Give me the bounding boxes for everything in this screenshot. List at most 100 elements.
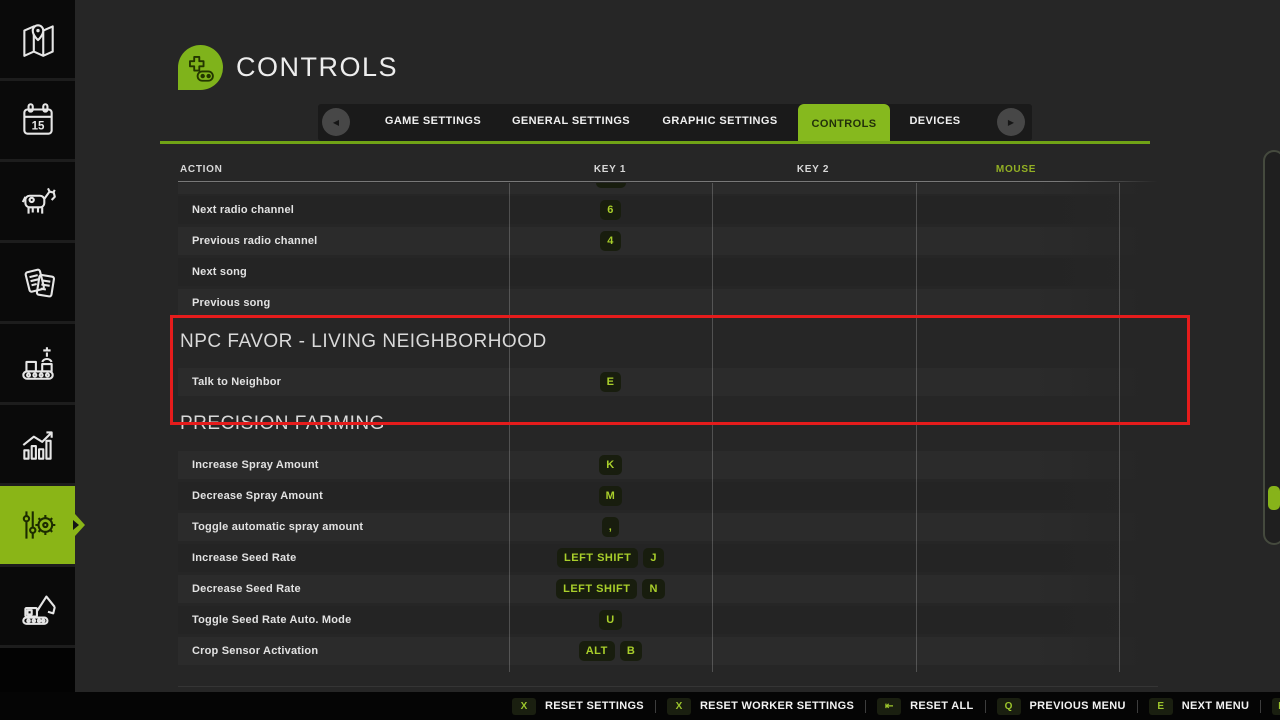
hint-label: NEXT MENU [1181,700,1250,712]
bottom-hint-bar: X RESET SETTINGS X RESET WORKER SETTINGS… [0,692,1280,720]
key-badge[interactable]: U [599,610,622,630]
hint-reset-settings[interactable]: X RESET SETTINGS [512,697,644,715]
hint-divider [865,699,867,713]
action-label: Increase Spray Amount [192,459,319,471]
table-row[interactable]: Toggle automatic spray amount , [178,513,1150,541]
tabs-prev-button[interactable]: ◀ [322,108,350,136]
action-label: Next radio channel [192,204,295,216]
hint-previous-menu[interactable]: Q PREVIOUS MENU [996,697,1126,715]
sidebar-item-map[interactable] [0,0,75,81]
key-badge[interactable]: 6 [600,200,621,220]
table-header-divider [178,181,1158,182]
tabs-next-button[interactable]: ▶ [997,108,1025,136]
hint-reset-all[interactable]: ⇤ RESET ALL [877,697,974,715]
key-badge[interactable]: LEFT SHIFT [557,548,639,568]
tab-game-settings[interactable]: GAME SETTINGS [384,115,482,127]
hint-divider [654,699,656,713]
key-badge[interactable]: J [643,548,664,568]
sidebar-item-animals[interactable] [0,162,75,243]
sidebar-item-construction[interactable] [0,567,75,648]
action-label: Crop Sensor Activation [192,645,319,657]
x-key-badge: X [666,697,691,715]
column-separator [916,183,917,672]
e-key-badge: E [1148,697,1173,715]
calendar-icon: 15 [22,103,53,135]
active-tab-notch-arrow [73,520,79,530]
hint-divider [984,699,986,713]
tab-graphic-settings[interactable]: GRAPHIC SETTINGS [662,115,778,127]
table-row[interactable]: Next radio channel 6 [178,196,1150,224]
key-badge-partial [595,183,626,188]
section-title-npc-favor: NPC FAVOR - LIVING NEIGHBORHOOD [180,331,547,352]
hint-label: PREVIOUS MENU [1029,700,1126,712]
hint-label: RESET ALL [910,700,974,712]
chevron-right-icon: ▶ [1007,117,1015,127]
key-badge[interactable]: K [599,455,622,475]
table-row[interactable]: Crop Sensor Activation ALT B [178,637,1150,665]
hint-reset-worker-settings[interactable]: X RESET WORKER SETTINGS [666,697,855,715]
action-label: Toggle automatic spray amount [192,521,364,533]
table-row[interactable]: Toggle Seed Rate Auto. Mode U [178,606,1150,634]
table-row[interactable]: Next song [178,258,1150,286]
key-badge[interactable]: M [598,486,623,506]
construction-icon [21,595,56,625]
scrollbar-thumb[interactable] [1268,486,1280,510]
action-label: Decrease Seed Rate [192,583,301,595]
table-row[interactable]: Decrease Spray Amount M [178,482,1150,510]
hint-divider [1260,699,1262,713]
sidebar-item-contracts[interactable] [0,243,75,324]
table-row[interactable]: Increase Seed Rate LEFT SHIFT J [178,544,1150,572]
controls-page-icon [178,45,223,90]
key-badge[interactable]: LEFT SHIFT [556,579,638,599]
action-label: Next song [192,266,247,278]
key-badge[interactable]: B [619,641,643,661]
hint-label: RESET SETTINGS [545,700,644,712]
chevron-left-icon: ◀ [332,117,340,127]
key-badge[interactable]: , [601,517,620,537]
action-label: Increase Seed Rate [192,552,297,564]
hint-divider [1136,699,1138,713]
q-key-badge: Q [996,697,1021,715]
hint-back[interactable]: ESC BACK [1272,697,1280,715]
hint-next-menu[interactable]: E NEXT MENU [1148,697,1250,715]
sidebar-item-production[interactable] [0,324,75,405]
tab-underline [160,141,1150,144]
tab-controls-label: CONTROLS [811,118,877,130]
sidebar-item-settings[interactable] [0,486,85,567]
sidebar-item-calendar[interactable]: 15 [0,81,75,162]
column-header-key1: KEY 1 [593,164,627,175]
x-key-badge: X [512,697,536,715]
sidebar-item-statistics[interactable] [0,405,75,486]
key-badge[interactable]: E [599,372,622,392]
calendar-day: 15 [31,120,44,132]
column-header-mouse: MOUSE [995,164,1037,175]
table-row[interactable]: Decrease Seed Rate LEFT SHIFT N [178,575,1150,603]
page-title: CONTROLS [236,52,399,82]
tab-devices[interactable]: DEVICES [909,115,961,127]
key-badge[interactable]: N [642,579,665,599]
statistics-icon [22,431,53,460]
map-icon [22,24,54,57]
contracts-icon [24,268,55,298]
tab-general-settings[interactable]: GENERAL SETTINGS [511,115,631,127]
red-highlight-rectangle [170,315,1190,425]
key-badge[interactable]: 4 [600,231,621,251]
sidebar: 15 [0,0,85,720]
table-row[interactable]: Previous radio channel 4 [178,227,1150,255]
table-row[interactable]: Talk to Neighbor E [178,368,1150,396]
key-badge[interactable]: ALT [578,641,615,661]
column-separator [509,183,510,672]
backspace-key-icon: ⇤ [877,697,902,715]
table-row[interactable]: Increase Spray Amount K [178,451,1150,479]
column-header-key2: KEY 2 [796,164,830,175]
scrollbar-track[interactable] [1263,150,1280,545]
column-header-action: ACTION [180,164,223,175]
hint-label: RESET WORKER SETTINGS [699,700,855,712]
table-row[interactable]: Previous song [178,289,1150,317]
action-label: Previous song [192,297,271,309]
action-label: Decrease Spray Amount [192,490,323,502]
action-label: Toggle Seed Rate Auto. Mode [192,614,352,626]
esc-key-badge: ESC [1272,697,1280,715]
tab-controls-active[interactable]: CONTROLS [798,104,890,144]
controls-table: Next radio channel 6 Previous radio chan… [178,183,1150,668]
